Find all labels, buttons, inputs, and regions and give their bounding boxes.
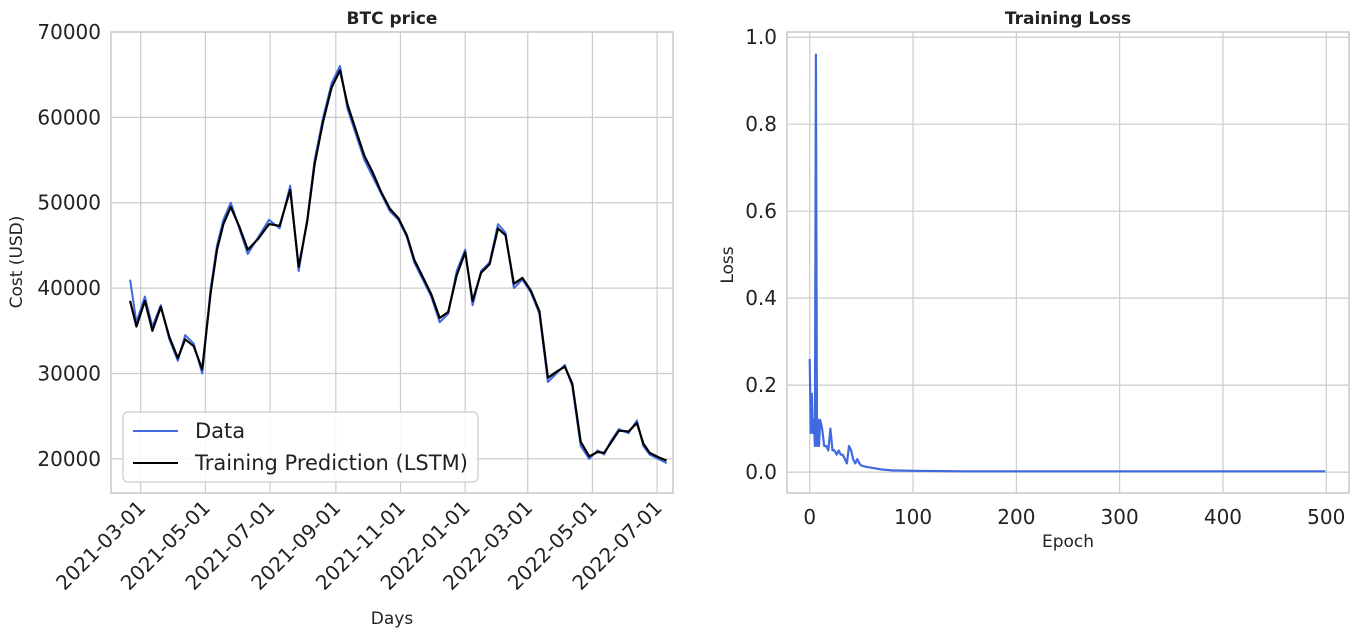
legend-box bbox=[122, 411, 479, 483]
loss-y-tick-label: 0.6 bbox=[745, 199, 777, 223]
loss-x-tick-labels: 0 100 200 300 400 500 bbox=[803, 505, 1345, 529]
btc-x-axis-label: Days bbox=[371, 609, 414, 629]
btc-y-tick-label: 30000 bbox=[37, 361, 101, 385]
loss-chart-title: Training Loss bbox=[1005, 9, 1131, 29]
loss-y-tick-label: 1.0 bbox=[745, 25, 777, 49]
loss-y-tick-labels: 0.0 0.2 0.4 0.6 0.8 1.0 bbox=[745, 25, 777, 484]
btc-y-tick-label: 70000 bbox=[37, 20, 101, 44]
btc-y-axis-label: Cost (USD) bbox=[7, 216, 27, 309]
btc-y-tick-label: 50000 bbox=[37, 191, 101, 215]
btc-plot-frame bbox=[110, 31, 674, 494]
loss-x-tick-label: 500 bbox=[1307, 505, 1345, 529]
loss-x-tick-label: 0 bbox=[803, 505, 816, 529]
btc-x-tick-labels: 2021-03-012021-05-012021-07-012021-09-01… bbox=[51, 496, 667, 595]
loss-plot-frame bbox=[786, 31, 1350, 494]
btc-y-tick-label: 40000 bbox=[37, 276, 101, 300]
btc-y-tick-label: 20000 bbox=[37, 447, 101, 471]
btc-y-tick-label: 60000 bbox=[37, 105, 101, 129]
btc-data-line bbox=[129, 65, 668, 464]
loss-y-tick-label: 0.0 bbox=[745, 460, 777, 484]
loss-y-axis-label: Loss bbox=[718, 246, 738, 283]
loss-gridlines bbox=[787, 32, 1349, 493]
training-loss-chart: 0.0 0.2 0.4 0.6 0.8 1.0 0 100 200 300 400 500 Trai… bbox=[718, 9, 1350, 552]
loss-x-tick-label: 400 bbox=[1204, 505, 1242, 529]
loss-series-group bbox=[808, 53, 1326, 473]
loss-x-tick-label: 100 bbox=[894, 505, 932, 529]
loss-x-axis-label: Epoch bbox=[1042, 532, 1094, 552]
loss-y-tick-label: 0.4 bbox=[745, 286, 777, 310]
legend-prediction-label: Training Prediction (LSTM) bbox=[194, 451, 468, 475]
loss-y-tick-label: 0.2 bbox=[745, 373, 777, 397]
loss-line bbox=[808, 53, 1326, 473]
btc-prediction-line bbox=[129, 69, 668, 462]
btc-series-group bbox=[129, 65, 668, 464]
loss-x-tick-label: 200 bbox=[997, 505, 1035, 529]
btc-legend: Data Training Prediction (LSTM) bbox=[122, 411, 479, 483]
btc-price-chart: 20000 30000 40000 50000 60000 70000 2021-03-0… bbox=[7, 9, 674, 629]
loss-y-tick-label: 0.8 bbox=[745, 112, 777, 136]
loss-x-tick-label: 300 bbox=[1101, 505, 1139, 529]
btc-chart-title: BTC price bbox=[347, 9, 438, 29]
legend-data-label: Data bbox=[195, 419, 245, 443]
btc-y-tick-labels: 20000 30000 40000 50000 60000 70000 bbox=[37, 20, 101, 471]
